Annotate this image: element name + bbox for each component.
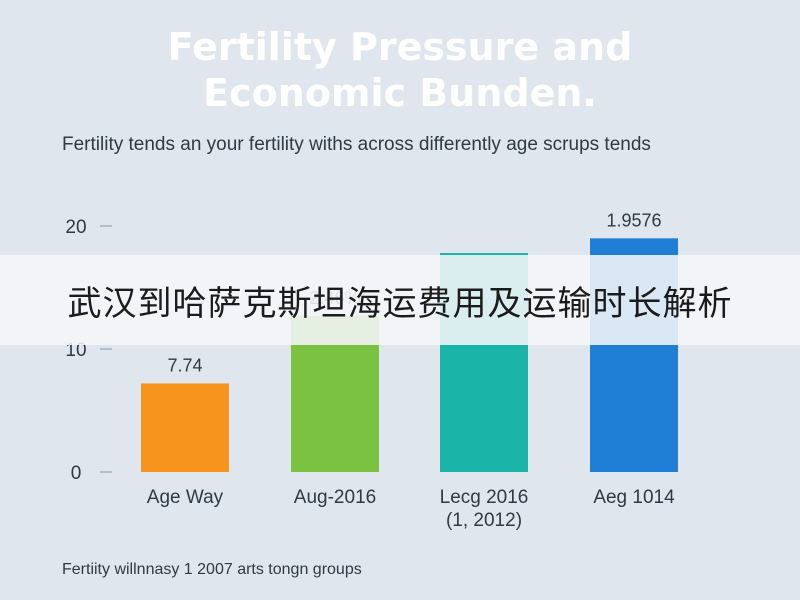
chart-footnote: Fertiity willnnasy 1 2007 arts tongn gro… [62,561,362,578]
overlay-banner: 武汉到哈萨克斯坦海运费用及运输时长解析 [0,255,800,345]
x-tick-label: Lecg 2016 [440,487,529,508]
y-tick-label: 10 [65,340,86,361]
x-tick-label: Age Way [147,487,224,508]
chart-subtitle: Fertility tends an your fertility withs … [62,134,651,155]
x-tick-label: Aeg 1014 [593,487,675,508]
chart-title: Fertility Pressure and Economic Bunden. [167,25,633,115]
bar [141,383,229,472]
banner-text: 武汉到哈萨克斯坦海运费用及运输时长解析 [67,283,733,324]
y-tick-label: 0 [71,463,82,484]
x-tick-sublabel: (1, 2012) [446,510,522,531]
x-tick-label: Aug-2016 [294,487,376,508]
data-label: 7.74 [167,355,202,375]
data-label: 1.9576 [606,210,661,230]
y-tick-label: 20 [65,217,86,238]
